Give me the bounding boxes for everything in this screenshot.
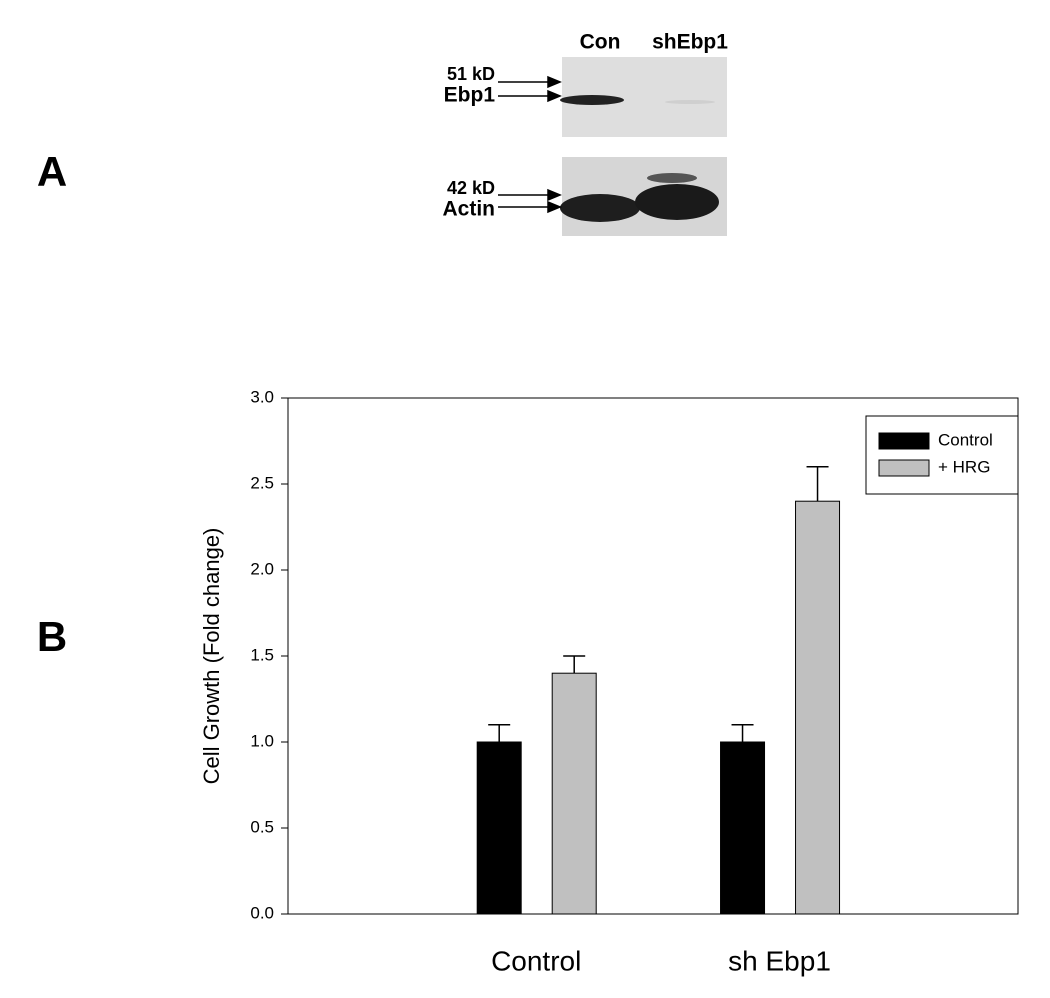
y-axis-label: Cell Growth (Fold change)	[199, 528, 224, 785]
y-tick-label: 0.5	[250, 817, 274, 836]
blot-band	[560, 194, 640, 222]
y-tick-label: 1.0	[250, 731, 274, 750]
error-bar	[731, 724, 754, 742]
error-bar	[563, 655, 586, 674]
x-tick-label: Control	[491, 945, 581, 976]
blot-band	[635, 184, 719, 220]
legend-swatch	[878, 459, 930, 477]
y-tick-label: 2.5	[250, 473, 274, 492]
bar	[795, 500, 841, 915]
lane-label: shEbp1	[652, 31, 728, 54]
bar	[720, 741, 766, 915]
marker-label: 42 kD	[447, 178, 495, 198]
y-tick-label: 1.5	[250, 645, 274, 664]
error-bar	[488, 724, 511, 742]
y-tick-label: 2.0	[250, 559, 274, 578]
legend-swatch	[878, 432, 930, 450]
legend-label: + HRG	[938, 457, 990, 476]
marker-label: 51 kD	[447, 64, 495, 84]
bar	[476, 741, 522, 915]
x-tick-label: sh Ebp1	[728, 945, 831, 976]
y-tick-label: 3.0	[250, 387, 274, 406]
blot-band	[665, 100, 715, 104]
panel-label: A	[37, 148, 67, 195]
legend-box	[865, 415, 1019, 495]
y-tick-label: 0.0	[250, 903, 274, 922]
marker-label: Actin	[443, 198, 496, 221]
blot-band	[647, 173, 697, 183]
arrows	[498, 75, 562, 214]
blot-band	[560, 95, 624, 105]
error-bar	[806, 466, 829, 502]
panel-label: B	[37, 613, 67, 660]
bar	[551, 672, 597, 915]
legend-label: Control	[938, 430, 993, 449]
lane-label: Con	[580, 31, 621, 54]
marker-label: Ebp1	[444, 84, 496, 107]
